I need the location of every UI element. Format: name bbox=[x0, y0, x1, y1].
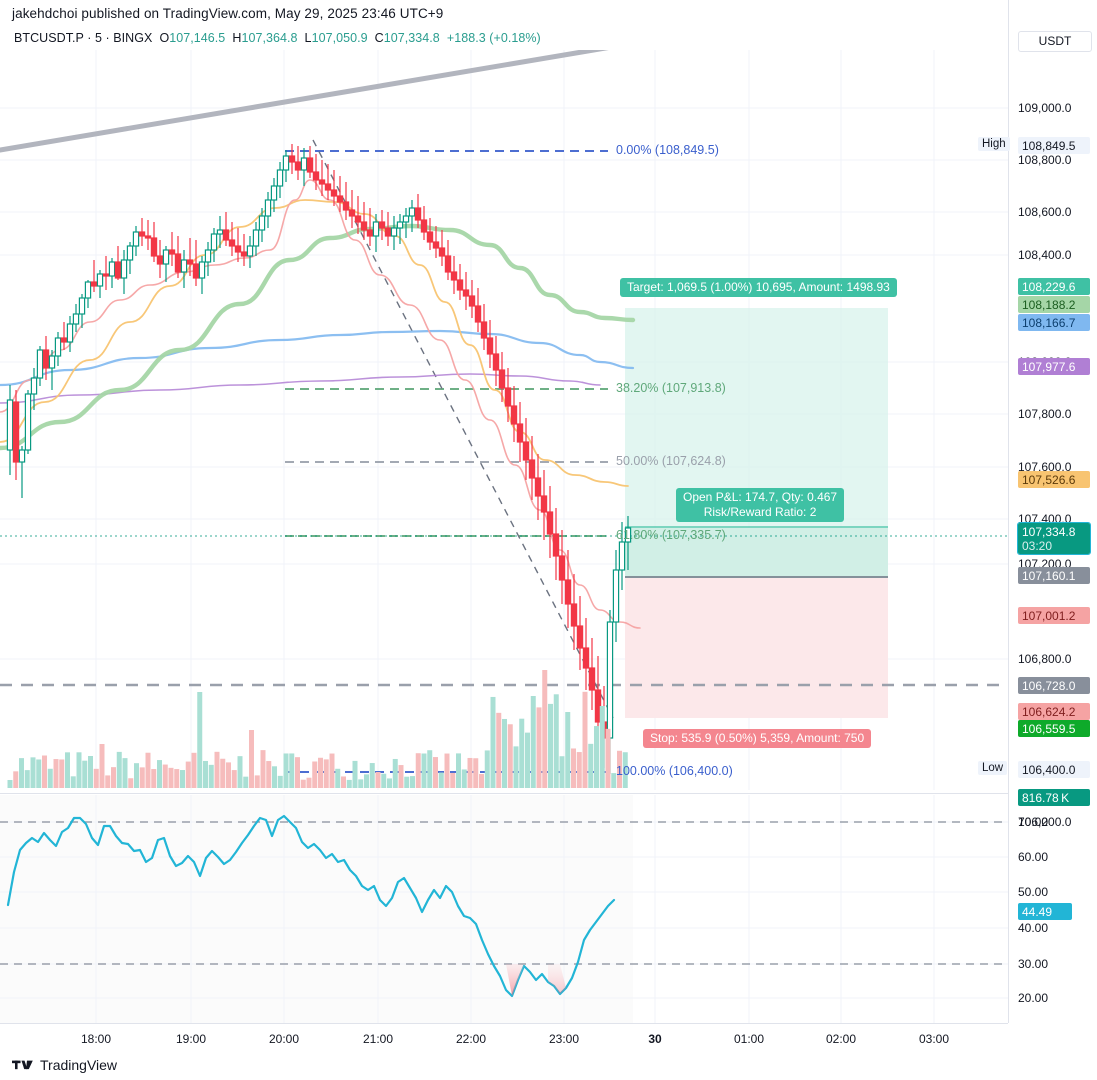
tv-glyph-icon bbox=[12, 1060, 33, 1069]
last-price-badge-value: 107,334.8 bbox=[1022, 524, 1076, 539]
legend-close-value: 107,334.8 bbox=[383, 31, 440, 45]
price-pane[interactable] bbox=[0, 50, 1008, 790]
price-tick: 107,600.0 bbox=[1018, 460, 1072, 474]
price-tick: 107,400.0 bbox=[1018, 512, 1072, 526]
rsi-tick: 70.00 bbox=[1018, 815, 1049, 829]
legend-open-label: O bbox=[159, 31, 170, 45]
gray-level-price-badge-value: 106,728.0 bbox=[1022, 678, 1076, 693]
legend-high-value: 107,364.8 bbox=[241, 31, 298, 45]
rsi-pane[interactable] bbox=[0, 795, 1008, 1023]
price-tick: 108,400.0 bbox=[1018, 248, 1072, 262]
ma-green-price-badge-value: 108,188.2 bbox=[1022, 297, 1076, 312]
green-level-price-badge: 106,559.5 bbox=[1018, 720, 1090, 737]
time-tick: 22:00 bbox=[455, 1032, 487, 1046]
ma-red2-price-badge-value: 106,624.2 bbox=[1022, 704, 1076, 719]
ma-orange-price-badge-value: 107,526.6 bbox=[1022, 472, 1076, 487]
price-tick: 109,000.0 bbox=[1018, 101, 1072, 115]
entry-price-badge: 107,160.1 bbox=[1018, 567, 1090, 584]
volume-value-badge: 816.78 K bbox=[1018, 789, 1090, 806]
time-tick: 03:00 bbox=[918, 1032, 950, 1046]
time-tick: 01:00 bbox=[733, 1032, 765, 1046]
low-tag: Low bbox=[978, 761, 1008, 775]
time-scale[interactable]: 18:00 19:00 20:00 21:00 22:00 23:00 30 01:00 02:… bbox=[0, 1023, 1008, 1056]
legend-exchange: BINGX bbox=[113, 31, 153, 45]
legend-low-value: 107,050.9 bbox=[311, 31, 368, 45]
high-price-badge: 108,849.5 bbox=[1018, 137, 1090, 154]
rsi-tick: 20.00 bbox=[1018, 991, 1049, 1005]
volume-value-badge-value: 816.78 K bbox=[1022, 790, 1070, 805]
price-tick: 107,800.0 bbox=[1018, 407, 1072, 421]
rsi-tick: 30.00 bbox=[1018, 957, 1049, 971]
price-tick: 108,800.0 bbox=[1018, 153, 1072, 167]
price-chart-svg bbox=[0, 50, 1008, 790]
ma-purple-price-badge-value: 107,977.6 bbox=[1022, 359, 1076, 374]
time-tick: 19:00 bbox=[175, 1032, 207, 1046]
price-tick: 106,200.0 bbox=[1018, 815, 1072, 829]
ma-green-price-badge: 108,188.2 bbox=[1018, 296, 1090, 313]
price-tick: 106,800.0 bbox=[1018, 652, 1072, 666]
high-price-badge-value: 108,849.5 bbox=[1022, 138, 1076, 153]
price-scale[interactable]: USDT 109,000.0 108,800.0 108,600.0 108,400.… bbox=[1008, 0, 1097, 1023]
green-level-price-badge-value: 106,559.5 bbox=[1022, 721, 1076, 736]
legend-high-label: H bbox=[232, 31, 242, 45]
time-tick: 02:00 bbox=[825, 1032, 857, 1046]
ma-red-price-badge: 107,001.2 bbox=[1018, 607, 1090, 624]
legend-open-value: 107,146.5 bbox=[169, 31, 226, 45]
low-price-badge-value: 106,400.0 bbox=[1022, 762, 1076, 777]
low-price-badge: 106,400.0 bbox=[1018, 761, 1090, 778]
gray-level-price-badge: 106,728.0 bbox=[1018, 677, 1090, 694]
chart-legend: BTCUSDT.P · 5 · BINGX O107,146.5 H107,36… bbox=[14, 31, 541, 45]
time-tick: 23:00 bbox=[548, 1032, 580, 1046]
high-tag: High bbox=[978, 137, 1010, 151]
legend-interval[interactable]: 5 bbox=[94, 31, 102, 45]
tradingview-mark-icon bbox=[12, 1059, 34, 1072]
rsi-tick: 50.00 bbox=[1018, 885, 1049, 899]
target-price-badge: 108,229.6 bbox=[1018, 278, 1090, 295]
time-tick: 20:00 bbox=[268, 1032, 300, 1046]
rsi-tick: 40.00 bbox=[1018, 921, 1049, 935]
pane-separator bbox=[0, 793, 1008, 794]
time-tick: 30 bbox=[648, 1032, 662, 1046]
last-price-badge-time: 03:20 bbox=[1022, 538, 1053, 553]
ma-red-price-badge-value: 107,001.2 bbox=[1022, 608, 1076, 623]
ma-blue-price-badge-value: 108,166.7 bbox=[1022, 315, 1076, 330]
time-tick: 18:00 bbox=[80, 1032, 112, 1046]
ma-blue-price-badge: 108,166.7 bbox=[1018, 314, 1090, 331]
target-price-badge-value: 108,229.6 bbox=[1022, 279, 1076, 294]
legend-symbol[interactable]: BTCUSDT.P bbox=[14, 31, 84, 45]
legend-close-label: C bbox=[374, 31, 384, 45]
price-tick: 108,600.0 bbox=[1018, 205, 1072, 219]
legend-change: +188.3 (+0.18%) bbox=[446, 31, 541, 45]
tradingview-wordmark: TradingView bbox=[40, 1057, 118, 1073]
rsi-value-badge: 44.49 bbox=[1018, 903, 1072, 920]
ma-purple-price-badge: 107,977.6 bbox=[1018, 358, 1090, 375]
legend-sep-1: · bbox=[87, 31, 92, 45]
ma-orange-price-badge: 107,526.6 bbox=[1018, 471, 1090, 488]
entry-price-badge-value: 107,160.1 bbox=[1022, 568, 1076, 583]
last-price-badge: 107,334.8 03:20 bbox=[1017, 522, 1091, 555]
time-tick: 21:00 bbox=[362, 1032, 394, 1046]
rsi-tick: 60.00 bbox=[1018, 850, 1049, 864]
ma-red2-price-badge: 106,624.2 bbox=[1018, 703, 1090, 720]
tradingview-logo: TradingView bbox=[12, 1057, 117, 1073]
price-scale-unit: USDT bbox=[1018, 31, 1092, 52]
published-byline: jakehdchoi published on TradingView.com,… bbox=[12, 6, 444, 21]
rsi-chart-svg bbox=[0, 795, 1008, 1023]
legend-low-label: L bbox=[304, 31, 312, 45]
legend-sep-2: · bbox=[105, 31, 110, 45]
